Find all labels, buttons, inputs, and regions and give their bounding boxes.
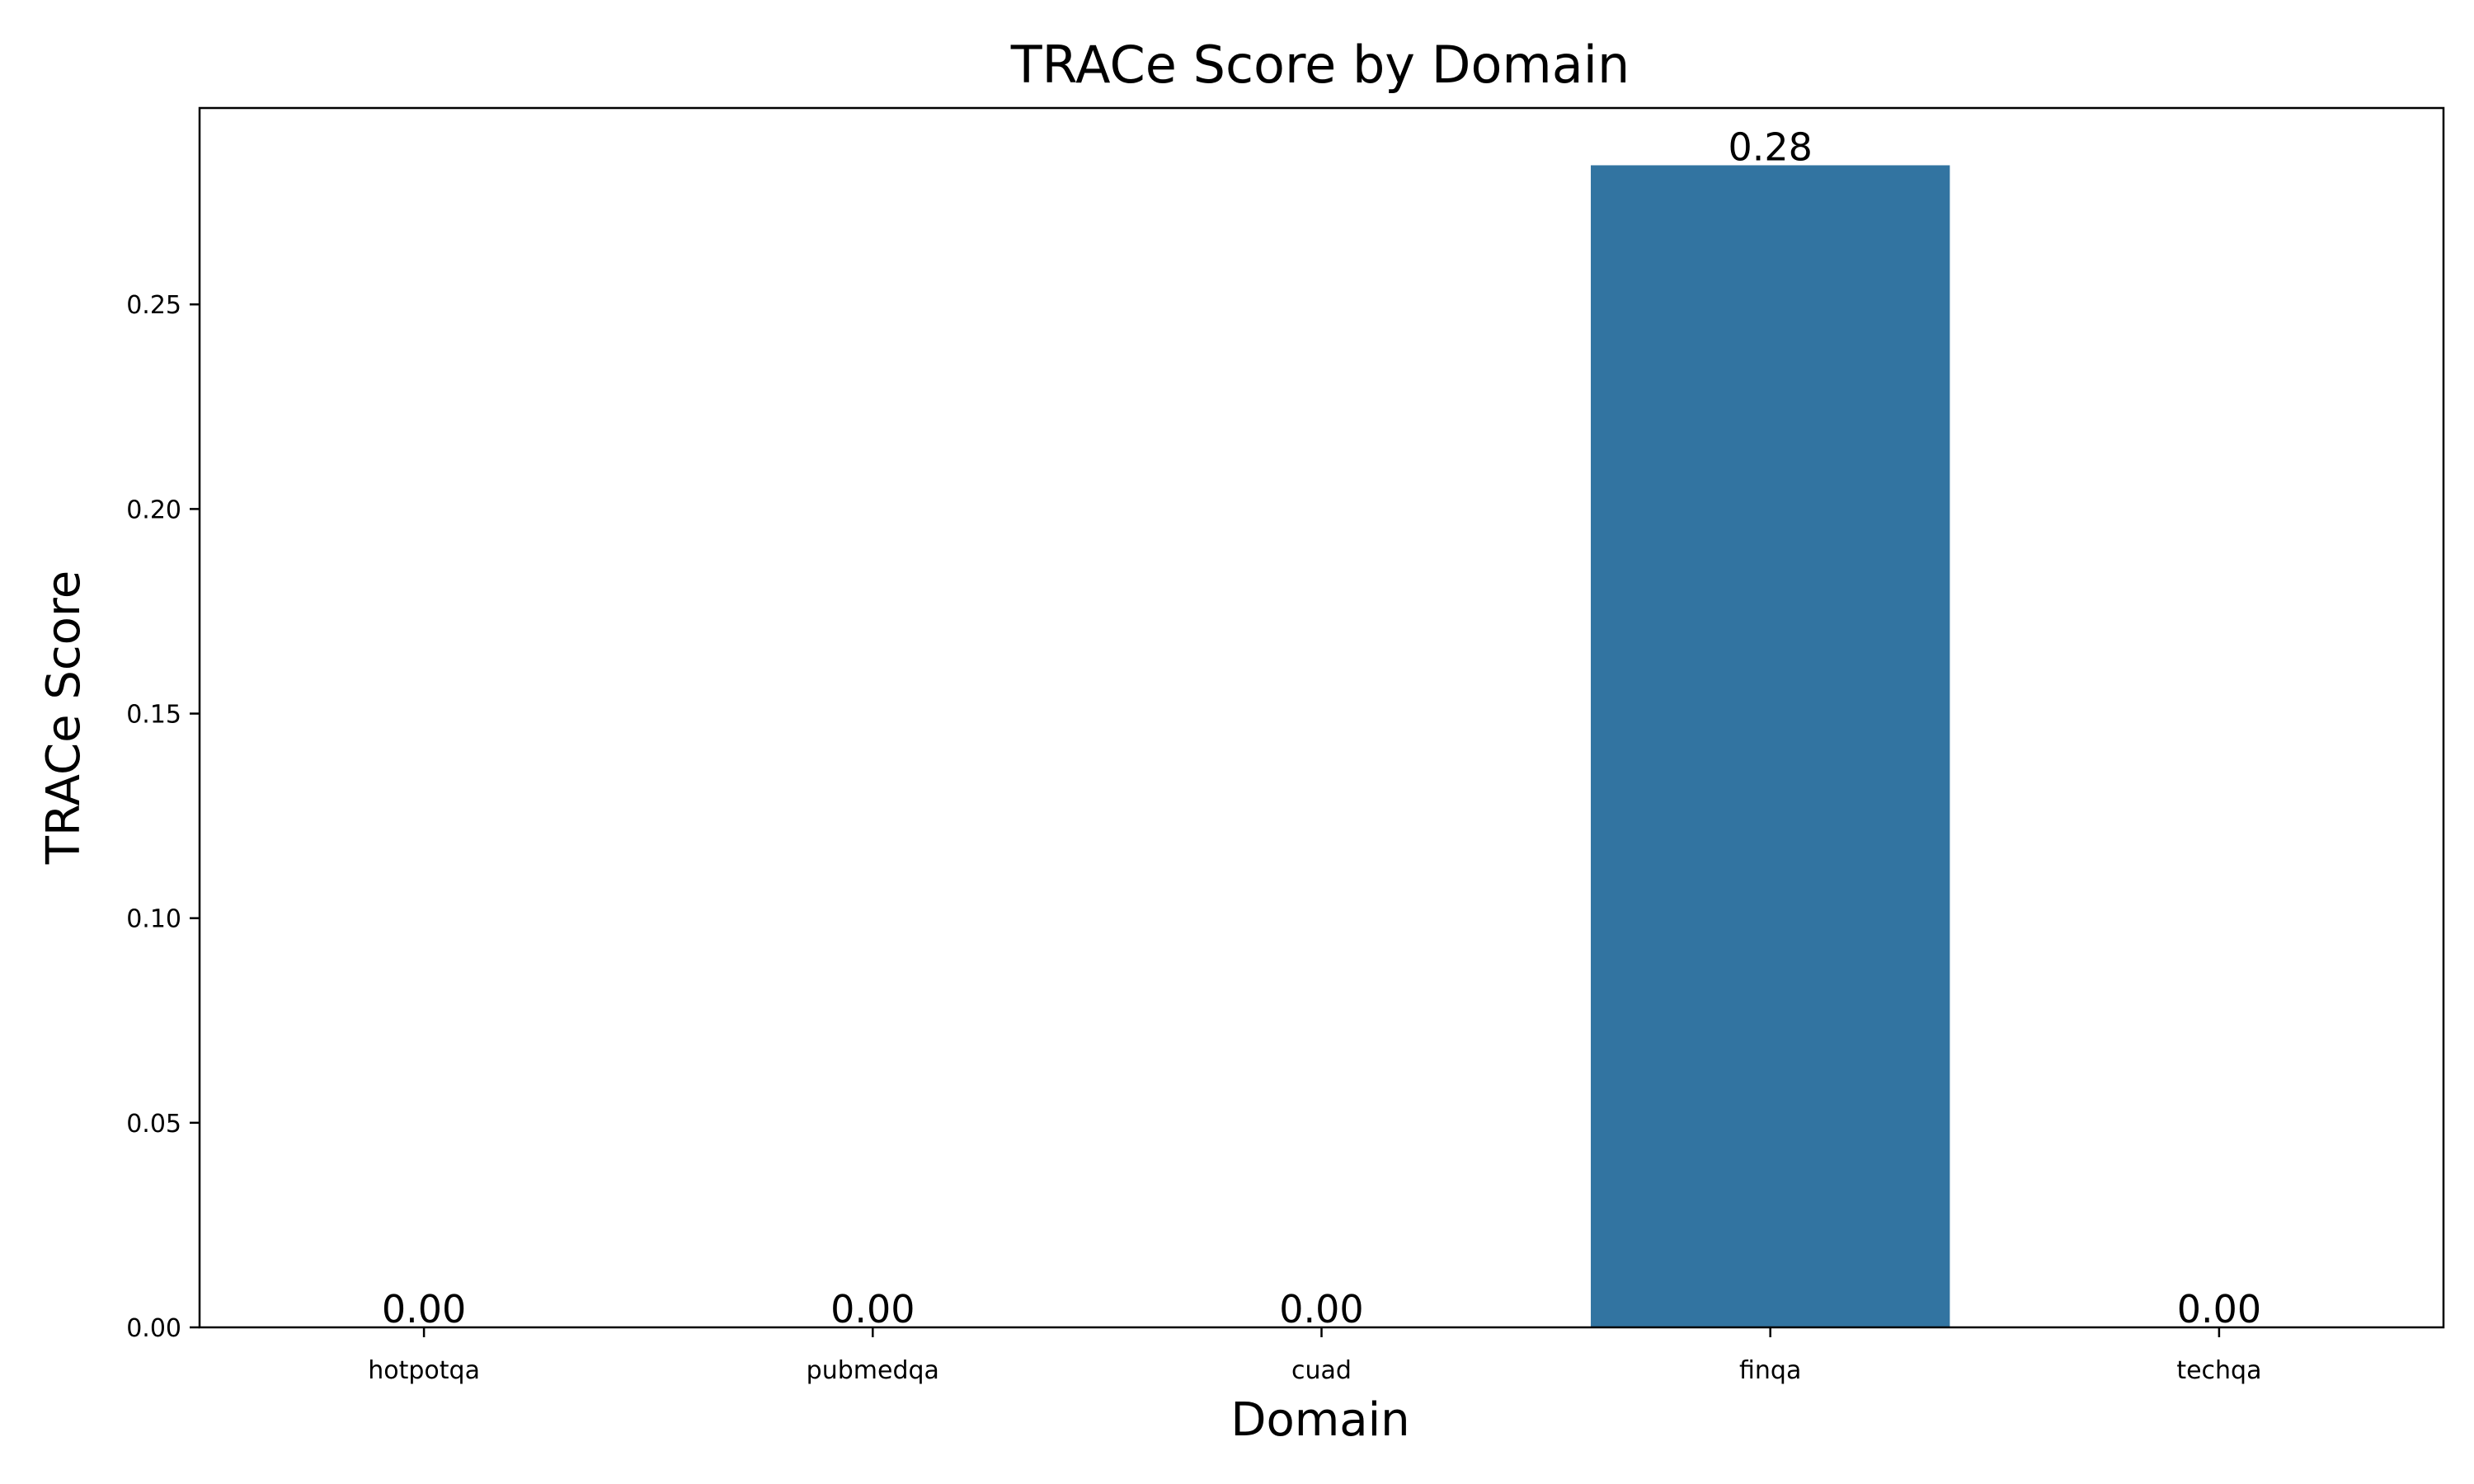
y-tick-label: 0.10: [126, 905, 181, 934]
y-axis-label: TRACe Score: [37, 571, 91, 865]
bar-value-label: 0.00: [1279, 1287, 1363, 1331]
plot-frame: [198, 106, 2445, 1329]
y-tick-label: 0.25: [126, 291, 181, 320]
x-tick-label: cuad: [1291, 1356, 1352, 1385]
y-tick-label: 0.20: [126, 495, 181, 524]
y-tick-label: 0.00: [126, 1314, 181, 1343]
value-labels: 0.00 0.00 0.00 0.28 0.00: [382, 124, 2261, 1331]
bar-value-label: 0.00: [830, 1287, 915, 1331]
bars-layer: [1591, 165, 1950, 1328]
x-tick-label: finqa: [1739, 1356, 1801, 1385]
x-axis-label: Domain: [1230, 1393, 1409, 1447]
y-axis: 0.00 0.05 0.10 0.15 0.20 0.25: [126, 291, 200, 1343]
x-tick-label: pubmedqa: [807, 1356, 939, 1385]
x-tick-label: techqa: [2176, 1356, 2261, 1385]
y-tick-label: 0.15: [126, 701, 181, 730]
x-tick-label: hotpotqa: [368, 1356, 480, 1385]
bar-value-label: 0.00: [2177, 1287, 2261, 1331]
y-tick-label: 0.05: [126, 1110, 181, 1139]
chart-title: TRACe Score by Domain: [1010, 35, 1630, 95]
bar-value-label: 0.00: [382, 1287, 466, 1331]
x-axis: hotpotqa pubmedqa cuad finqa techqa: [368, 1327, 2261, 1385]
bar-finqa: [1591, 165, 1950, 1328]
bar-value-label: 0.28: [1728, 124, 1812, 169]
